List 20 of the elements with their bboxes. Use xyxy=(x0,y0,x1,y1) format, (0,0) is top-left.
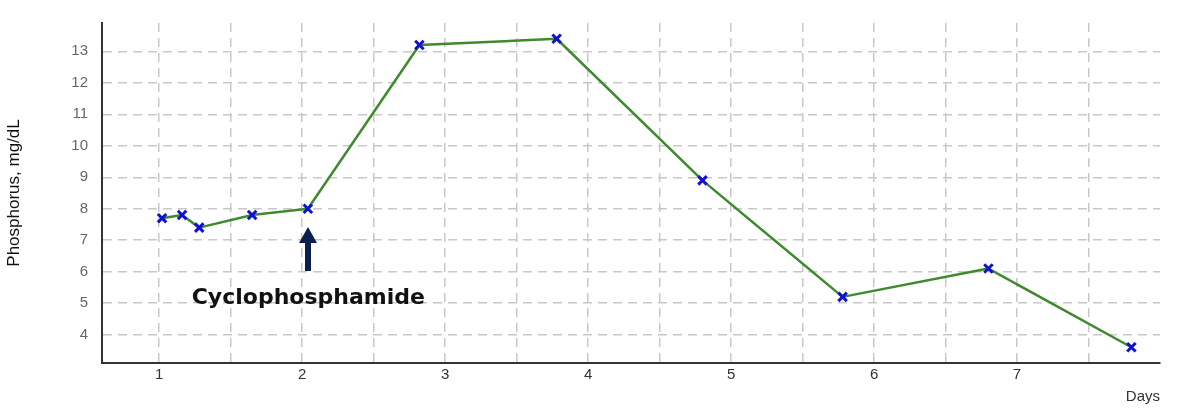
y-tick-label: 10 xyxy=(71,135,88,153)
annotation: Cyclophosphamide xyxy=(191,284,425,310)
y-tick-label: 5 xyxy=(79,293,88,311)
y-tick-label: 11 xyxy=(72,104,88,122)
y-tick-label: 6 xyxy=(79,261,88,279)
x-axis-title: Days xyxy=(1125,387,1160,405)
y-tick-label: 4 xyxy=(79,324,88,342)
x-tick-label: 1 xyxy=(155,365,164,383)
x-tick-label: 4 xyxy=(583,365,593,383)
y-tick-label: 12 xyxy=(71,72,88,90)
x-tick-label: 6 xyxy=(869,365,879,383)
y-axis-title: Phosphorus, mg/dL xyxy=(3,119,23,267)
x-tick-label: 7 xyxy=(1012,365,1022,383)
y-tick-label: 7 xyxy=(79,230,88,248)
y-tick-label: 9 xyxy=(79,167,88,185)
y-tick-label: 8 xyxy=(79,198,88,216)
x-tick-label: 3 xyxy=(440,365,450,383)
x-tick-label: 5 xyxy=(726,365,736,383)
y-tick-label: 13 xyxy=(71,41,88,59)
x-tick-label: 2 xyxy=(297,365,307,383)
